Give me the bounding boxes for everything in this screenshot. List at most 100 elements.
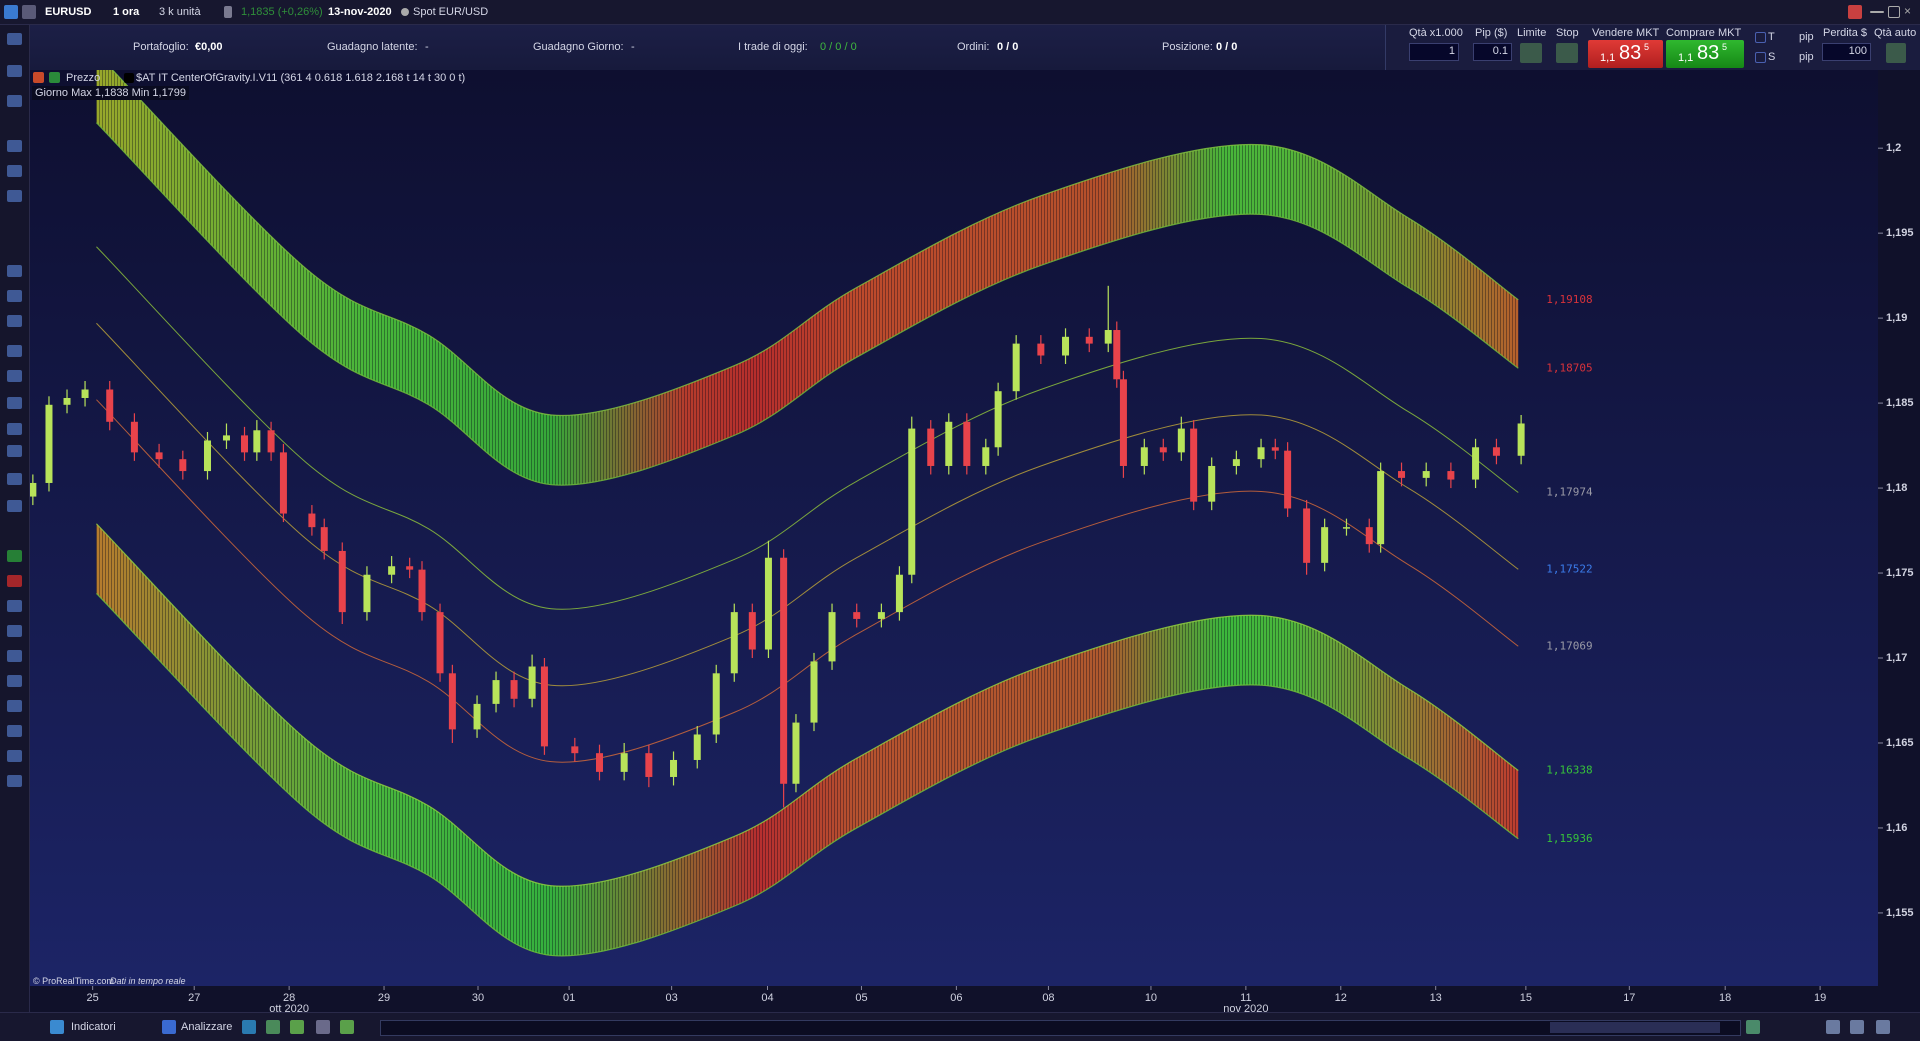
value: - [425,41,429,53]
icon[interactable] [49,72,60,83]
tool-icon[interactable] [7,775,22,787]
candle-body [222,435,230,441]
candle-body [730,612,738,674]
icon[interactable] [1876,1020,1890,1034]
x-tick-label: 25 [87,992,99,1004]
candle-body [1365,527,1373,545]
time-axis [30,986,1878,1012]
sell-button[interactable]: 1,1 83 5 [1588,40,1663,68]
candle-body [877,612,885,619]
loss-input[interactable]: 100 [1822,43,1871,61]
tool-icon[interactable] [7,675,22,687]
tool-icon[interactable] [7,500,22,512]
candle-body [1303,508,1311,563]
tool-icon[interactable] [7,190,22,202]
candle-body [448,673,456,730]
candle-body [895,574,903,613]
y-tick-label: 1,17 [1886,652,1907,664]
tool-icon[interactable] [7,575,22,587]
tool-icon[interactable] [7,650,22,662]
tool-icon[interactable] [7,265,22,277]
tool-icon[interactable] [7,445,22,457]
candle-body [406,566,414,570]
candle-body [1447,471,1455,480]
icon[interactable] [1850,1020,1864,1034]
tool-icon[interactable] [7,423,22,435]
icon[interactable] [33,72,44,83]
buy-button[interactable]: 1,1 83 5 [1666,40,1744,68]
icon[interactable] [290,1020,304,1034]
limit-button[interactable] [1520,43,1542,63]
y-tick-label: 1,16 [1886,822,1907,834]
icon[interactable] [1826,1020,1840,1034]
icon[interactable] [340,1020,354,1034]
price-axis [1878,70,1920,1012]
month-label: ott 2020 [269,1003,309,1012]
tool-icon[interactable] [7,315,22,327]
candle-body [1517,423,1525,456]
realtime: Dati in tempo reale [110,976,186,986]
x-tick-label: 05 [855,992,867,1004]
pip-input[interactable]: 0.1 [1473,43,1512,61]
x-tick-label: 03 [666,992,678,1004]
icon[interactable] [266,1020,280,1034]
scroll-thumb[interactable] [1550,1022,1720,1033]
x-tick-label: 28 [283,992,295,1004]
candle-body [30,482,37,497]
stop-button[interactable] [1556,43,1578,63]
checkbox[interactable] [1755,52,1766,63]
tool-icon[interactable] [7,600,22,612]
tool-icon[interactable] [7,140,22,152]
tool-icon[interactable] [7,95,22,107]
tool-icon[interactable] [7,290,22,302]
indicators-button[interactable]: Indicatori [71,1021,116,1033]
value: 0 / 0 / 0 [820,41,857,53]
icon[interactable] [1746,1020,1760,1034]
window-control[interactable] [1870,11,1884,13]
tool-icon[interactable] [7,625,22,637]
icon[interactable] [242,1020,256,1034]
window-control[interactable] [1848,5,1862,19]
window-control[interactable] [1888,6,1900,18]
candle-body [528,666,536,699]
day-range: Giorno Max 1,1838 Min 1,1799 [32,86,190,100]
tool-icon[interactable] [7,473,22,485]
qty-input[interactable]: 1 [1409,43,1459,61]
tool-icon[interactable] [7,370,22,382]
last-price: 1,1835 (+0,26%) [241,6,323,18]
tool-icon[interactable] [7,165,22,177]
units[interactable]: 3 k unità [159,6,201,18]
y-tick-label: 1,19 [1886,312,1907,324]
icon[interactable] [50,1020,64,1034]
tool-icon[interactable] [7,65,22,77]
icon[interactable] [4,5,18,19]
x-tick-label: 29 [378,992,390,1004]
tool-icon[interactable] [7,397,22,409]
auto-button[interactable] [1886,43,1906,63]
candle-body [1271,447,1279,451]
channel-label: 1,17069 [1546,639,1592,652]
label: Limite [1517,27,1547,39]
candle-body [1398,471,1406,478]
tool-icon[interactable] [7,700,22,712]
scrollbar[interactable] [380,1020,1741,1036]
candle-body [388,566,396,575]
timeframe[interactable]: 1 ora [113,6,140,18]
candle-body [320,527,328,551]
icon[interactable] [316,1020,330,1034]
candle-body [828,612,836,662]
order-panel: Qtà x1.000 1 Pip ($) 0.1 Limite Stop Ven… [1385,25,1920,70]
icon[interactable] [22,5,36,19]
analyze-button[interactable]: Analizzare [181,1021,233,1033]
checkbox[interactable] [1755,32,1766,43]
tool-icon[interactable] [7,550,22,562]
tool-icon[interactable] [7,33,22,45]
tool-icon[interactable] [7,725,22,737]
window-control[interactable]: × [1904,4,1912,18]
tool-icon[interactable] [7,345,22,357]
symbol[interactable]: EURUSD [45,6,92,18]
label: Ordini: [957,41,990,53]
icon[interactable] [162,1020,176,1034]
tool-icon[interactable] [7,750,22,762]
